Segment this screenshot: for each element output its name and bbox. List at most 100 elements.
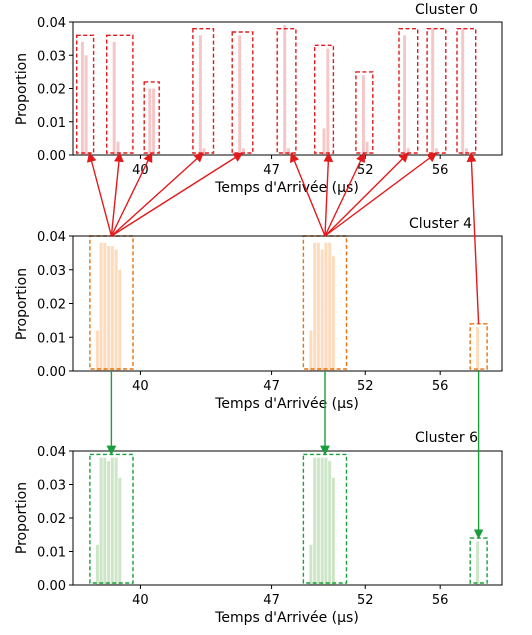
connection-arrow — [110, 152, 204, 237]
bar — [116, 141, 120, 155]
bar — [476, 327, 480, 371]
bar — [99, 457, 103, 585]
bar — [431, 28, 435, 156]
connection-arrow — [324, 152, 409, 237]
panel-1-ylabel: Proportion — [14, 268, 30, 340]
panel-2-frame — [72, 450, 503, 586]
bar — [309, 330, 313, 371]
y-tick-label: 0.01 — [37, 331, 66, 346]
bar — [202, 148, 206, 155]
x-tick-label: 56 — [432, 593, 449, 608]
bar — [84, 55, 88, 156]
bar — [309, 544, 313, 585]
bar — [103, 457, 107, 585]
bar — [107, 461, 111, 585]
bar — [313, 457, 317, 585]
panel-cluster-0: Cluster 0 0.000.010.020.030.04 40 47 52 56 … — [14, 2, 503, 196]
panel-0-ylabel: Proportion — [14, 53, 30, 125]
y-tick-label: 0.01 — [37, 116, 66, 131]
panel-0-title: Cluster 0 — [415, 2, 478, 18]
connection-arrow — [110, 152, 124, 237]
bar — [107, 246, 111, 371]
y-tick-label: 0.00 — [37, 579, 66, 594]
panel-2-ylabel: Proportion — [14, 482, 30, 554]
bar — [326, 48, 330, 155]
panel-1-xticks: 40 47 52 56 — [132, 371, 448, 394]
panel-2-xticks: 40 47 52 56 — [132, 585, 448, 608]
bar — [103, 242, 107, 372]
panel-0-xlabel: Temps d'Arrivée (µs) — [214, 180, 359, 196]
bar — [406, 148, 410, 155]
bar — [99, 242, 103, 372]
bar — [95, 330, 99, 371]
x-tick-label: 56 — [432, 163, 449, 178]
panel-1-bars — [95, 242, 480, 372]
bar — [328, 242, 332, 372]
panel-0-boxes — [75, 28, 477, 154]
highlight-box — [398, 28, 419, 154]
x-tick-label: 56 — [432, 379, 449, 394]
panel-1-yticks: 0.00 0.01 0.02 0.03 0.04 — [37, 230, 73, 380]
highlight-box — [75, 34, 95, 154]
bar — [361, 75, 365, 155]
y-tick-label: 0.00 — [37, 149, 66, 164]
connection-arrow — [289, 152, 326, 237]
bar — [365, 141, 369, 155]
bar — [198, 35, 202, 155]
y-tick-label: 0.03 — [37, 49, 66, 64]
bar — [331, 256, 335, 372]
panel-2-boxes — [89, 453, 488, 584]
bar — [242, 148, 245, 155]
bar — [238, 35, 242, 155]
y-tick-label: 0.01 — [37, 546, 66, 561]
panel-1-title: Cluster 4 — [409, 216, 472, 232]
panel-2-xlabel: Temps d'Arrivée (µs) — [214, 610, 359, 626]
x-tick-label: 52 — [357, 163, 374, 178]
highlight-box — [192, 28, 215, 154]
bar — [403, 35, 407, 155]
bar — [324, 457, 328, 585]
bar — [118, 269, 122, 372]
bar — [328, 461, 332, 585]
bar — [316, 457, 320, 585]
panel-1-frame — [72, 235, 503, 372]
panel-1-boxes — [89, 235, 488, 370]
panel-2-title: Cluster 6 — [415, 430, 478, 446]
x-tick-label: 52 — [357, 379, 374, 394]
bar — [461, 28, 465, 156]
connection-arrow — [86, 152, 113, 237]
highlight-box — [231, 31, 254, 154]
bar — [114, 249, 118, 371]
x-tick-label: 40 — [132, 593, 149, 608]
bar — [464, 148, 468, 155]
bar — [313, 242, 317, 372]
panel-2-bars — [95, 457, 480, 585]
highlight-box — [469, 323, 488, 370]
connection-arrows — [86, 152, 484, 540]
bar — [322, 128, 326, 155]
highlight-box — [456, 28, 477, 154]
bar — [286, 148, 290, 155]
y-tick-label: 0.04 — [37, 230, 66, 245]
bar — [320, 249, 324, 371]
y-tick-label: 0.02 — [37, 298, 66, 313]
connection-arrow — [323, 152, 334, 237]
highlight-box — [426, 28, 447, 154]
y-tick-label: 0.00 — [37, 365, 66, 380]
x-tick-label: 47 — [263, 593, 280, 608]
x-tick-label: 40 — [132, 379, 149, 394]
connection-arrow — [466, 152, 480, 324]
y-tick-label: 0.04 — [37, 445, 66, 460]
bar — [114, 457, 118, 585]
panel-0-frame — [72, 21, 503, 156]
panel-1-xlabel: Temps d'Arrivée (µs) — [214, 396, 359, 412]
y-tick-label: 0.03 — [37, 264, 66, 279]
highlight-box — [105, 34, 134, 154]
x-tick-label: 47 — [263, 379, 280, 394]
bar — [148, 88, 152, 155]
x-tick-label: 47 — [263, 163, 280, 178]
panel-0-bars — [80, 25, 468, 156]
panel-cluster-4: Cluster 4 0.000.010.020.030.04 40 47 52 56 … — [14, 216, 503, 412]
bar — [434, 148, 438, 155]
